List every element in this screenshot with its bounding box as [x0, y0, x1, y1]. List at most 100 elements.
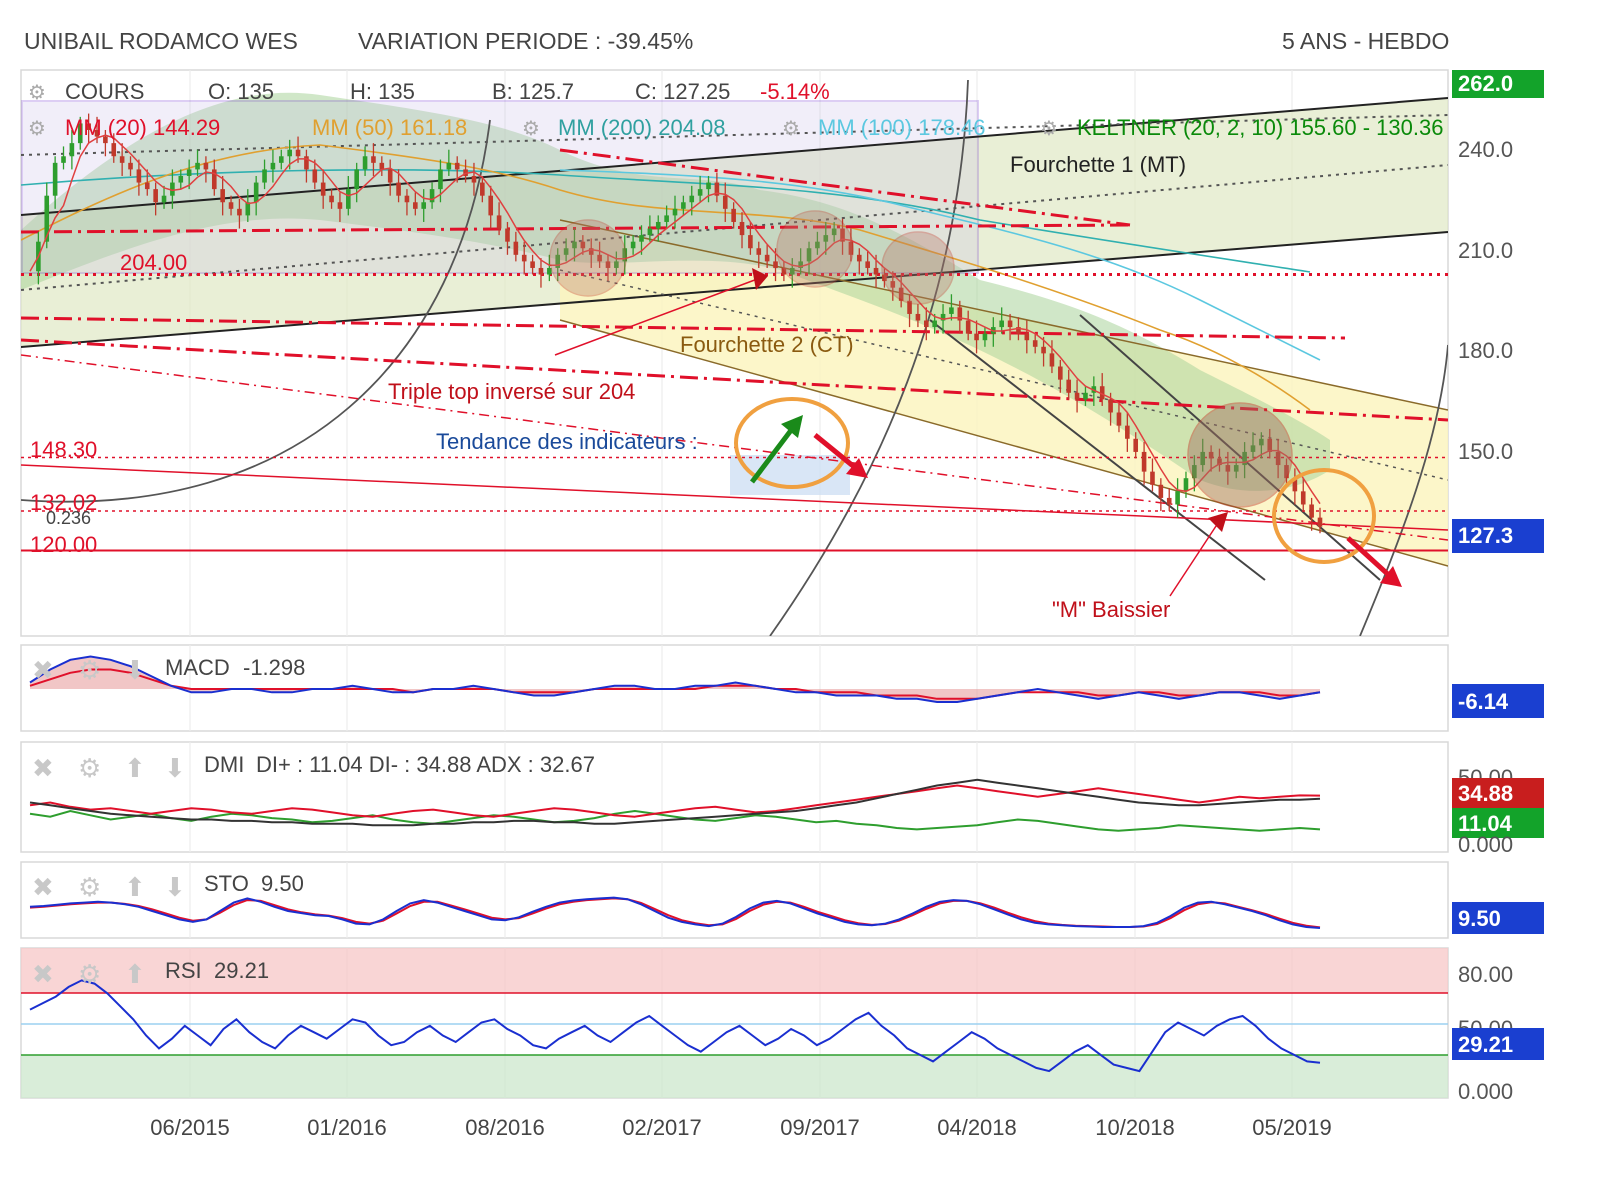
mm50-label: MM (50) 161.18 — [312, 115, 467, 140]
candle — [170, 169, 175, 209]
candle — [253, 175, 259, 216]
resistance-line-2 — [21, 316, 1346, 340]
candle — [387, 159, 393, 196]
fourchette2-label: Fourchette 2 (CT) — [680, 332, 854, 357]
candle — [597, 241, 602, 268]
candle — [764, 244, 770, 268]
arc-1 — [21, 119, 491, 503]
candle — [1225, 451, 1231, 485]
gear-icon[interactable]: ⚙ — [782, 118, 800, 140]
candle — [1183, 471, 1189, 498]
arrow-up-icon[interactable]: ⬆ — [124, 872, 146, 902]
candle — [1141, 442, 1147, 485]
candle — [1032, 333, 1038, 354]
candle — [1242, 442, 1247, 479]
rsi-header: ✖ ⚙ ⬆ RSI 29.21 80.00 50.00 29.21 0.000 — [32, 958, 1544, 1104]
high-value: H: 135 — [350, 79, 415, 104]
candle — [1158, 478, 1164, 512]
candle — [890, 271, 896, 301]
x-tick-label: 04/2018 — [937, 1115, 1017, 1140]
close-icon[interactable]: ✖ — [32, 753, 54, 783]
candle — [1217, 448, 1222, 472]
candle — [429, 182, 435, 209]
mt-median-line-2 — [21, 164, 1448, 291]
candle — [748, 221, 753, 255]
candle — [270, 149, 276, 183]
candle — [1267, 428, 1273, 459]
candle — [907, 294, 912, 328]
candle — [999, 307, 1004, 334]
candle — [69, 129, 75, 170]
gear-icon[interactable]: ⚙ — [522, 118, 540, 140]
candle — [823, 221, 829, 255]
close-icon[interactable]: ✖ — [32, 872, 54, 902]
gear-icon[interactable]: ⚙ — [78, 655, 101, 685]
candle — [237, 198, 242, 229]
candle — [329, 189, 334, 209]
close-icon[interactable]: ✖ — [32, 959, 54, 989]
candle — [1275, 438, 1281, 479]
candle — [706, 175, 711, 203]
candle — [965, 310, 971, 341]
arrow-up-icon[interactable]: ⬆ — [124, 959, 146, 989]
level-label: 204.00 — [120, 250, 187, 275]
mm20-line — [29, 134, 1321, 505]
x-tick-label: 06/2015 — [150, 1115, 230, 1140]
arrow-down-icon[interactable]: ⬇ — [164, 753, 186, 783]
candle — [605, 254, 611, 282]
candle — [547, 254, 552, 282]
sto-panel — [29, 896, 1321, 929]
gear-icon[interactable]: ⚙ — [78, 753, 101, 783]
candle — [144, 169, 150, 196]
resistance-line-3 — [21, 338, 1448, 422]
macd-value: -1.298 — [243, 655, 305, 680]
close-icon[interactable]: ✖ — [32, 655, 54, 685]
candle — [722, 182, 728, 222]
candle — [789, 258, 795, 288]
gear-icon[interactable]: ⚙ — [78, 959, 101, 989]
candle — [153, 182, 158, 216]
gear-icon[interactable]: ⚙ — [1040, 118, 1058, 140]
candle — [1133, 432, 1139, 459]
mm200-label: MM (200) 204.08 — [558, 115, 726, 140]
candle — [1166, 488, 1172, 512]
candle — [304, 149, 309, 183]
candle — [337, 192, 343, 222]
x-tick-label: 09/2017 — [780, 1115, 860, 1140]
candle — [1175, 478, 1180, 518]
ct-upper-line — [559, 219, 1448, 411]
candle — [806, 241, 812, 275]
candle — [362, 146, 368, 176]
triple-top-label: Triple top inversé sur 204 — [388, 379, 635, 404]
candle — [630, 235, 636, 255]
candle — [655, 215, 661, 242]
candle — [421, 189, 427, 222]
gear-icon[interactable]: ⚙ — [78, 872, 101, 902]
arrow-down-icon[interactable]: ⬇ — [124, 655, 146, 685]
x-tick-label: 08/2016 — [465, 1115, 545, 1140]
candle — [798, 248, 803, 275]
candle — [681, 195, 686, 216]
mm50-line — [21, 144, 1311, 411]
candle — [61, 146, 66, 170]
last-price-text: 127.3 — [1458, 523, 1513, 548]
candle — [521, 241, 527, 275]
candle — [480, 175, 485, 203]
candle — [136, 159, 142, 196]
gear-icon[interactable]: ⚙ — [28, 82, 46, 104]
candle — [949, 294, 954, 321]
arrow-up-icon[interactable]: ⬆ — [124, 753, 146, 783]
change-value: -5.14% — [760, 79, 830, 104]
period-label[interactable]: 5 ANS - HEBDO — [1282, 28, 1450, 54]
y-tick: 80.00 — [1458, 962, 1513, 987]
candle — [1041, 336, 1046, 367]
candle — [756, 241, 762, 268]
rsi-value: 29.21 — [214, 958, 269, 983]
candle — [898, 274, 904, 308]
gear-icon[interactable]: ⚙ — [28, 118, 46, 140]
arrow-down-icon[interactable]: ⬇ — [164, 872, 186, 902]
low-value: B: 125.7 — [492, 79, 574, 104]
y-tick: 210.0 — [1458, 238, 1513, 263]
keltner-label: KELTNER (20, 2, 10) 155.60 - 130.36 — [1077, 115, 1443, 140]
price-axis: 262.0 240.0 210.0 180.0 150.0 127.3 — [1452, 70, 1544, 553]
